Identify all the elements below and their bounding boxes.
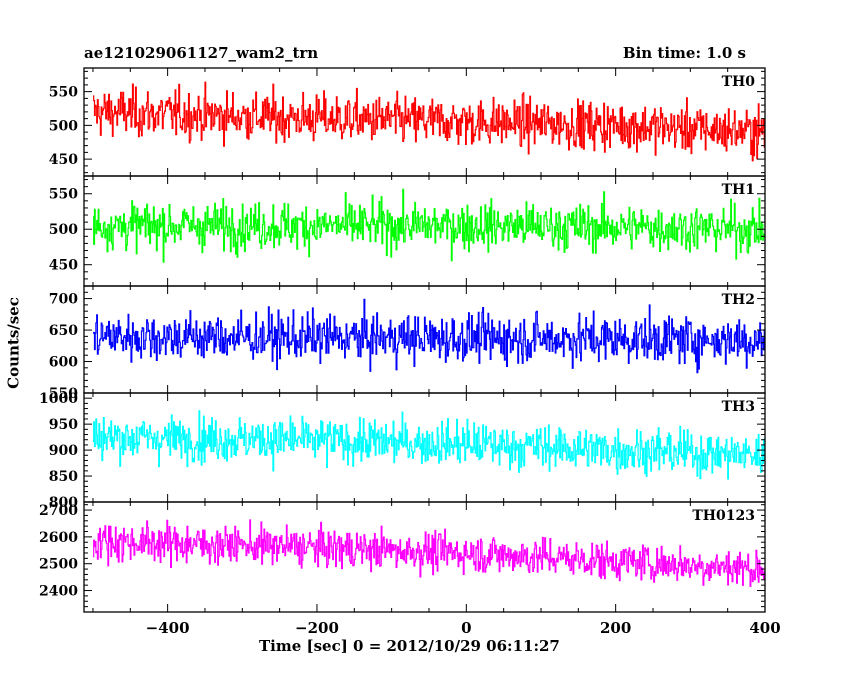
chart-title: ae121029061127_wam2_trn [84,44,319,62]
y-tick-label: 800 [49,495,78,511]
bin-time-label: Bin time: 1.0 s [622,44,746,62]
y-tick-label: 950 [49,417,78,433]
series-label: TH1 [722,182,755,198]
panel-frame [83,501,766,613]
series-line-th3 [93,410,765,480]
y-tick-label: 1000 [39,391,78,407]
y-tick-label: 2400 [39,584,78,600]
series-line-th2 [93,298,765,374]
y-tick-label: 2600 [39,530,78,546]
y-tick-label: 450 [49,152,78,168]
y-tick-label: 500 [49,118,78,134]
x-tick-label: −400 [146,619,190,637]
series-label: TH0 [722,74,756,90]
y-tick-label: 2700 [39,503,78,519]
y-tick-label: 650 [49,323,78,339]
x-tick-label: 200 [600,619,631,637]
series-line-th0 [93,81,765,162]
x-axis-label: Time [sec] 0 = 2012/10/29 06:11:27 [259,637,560,655]
series-label: TH2 [722,292,755,308]
y-tick-label: 550 [49,85,78,101]
series-line-th1 [93,188,765,263]
y-tick-label: 500 [49,222,78,238]
y-tick-label: 550 [49,187,78,203]
y-tick-label: 550 [49,386,78,402]
y-tick-label: 600 [49,355,78,371]
y-tick-label: 2500 [39,557,78,573]
y-axis-label: Counts/sec [4,297,23,389]
x-tick-label: −200 [295,619,339,637]
series-label: TH0123 [692,508,755,524]
y-tick-label: 450 [49,258,78,274]
y-tick-label: 900 [49,443,78,459]
series-line-th0123 [93,519,765,587]
y-tick-label: 850 [49,469,78,485]
x-tick-label: 0 [461,619,471,637]
panel-frame [83,175,766,287]
y-tick-label: 700 [49,292,78,308]
series-label: TH3 [722,399,755,415]
x-tick-label: 400 [749,619,780,637]
